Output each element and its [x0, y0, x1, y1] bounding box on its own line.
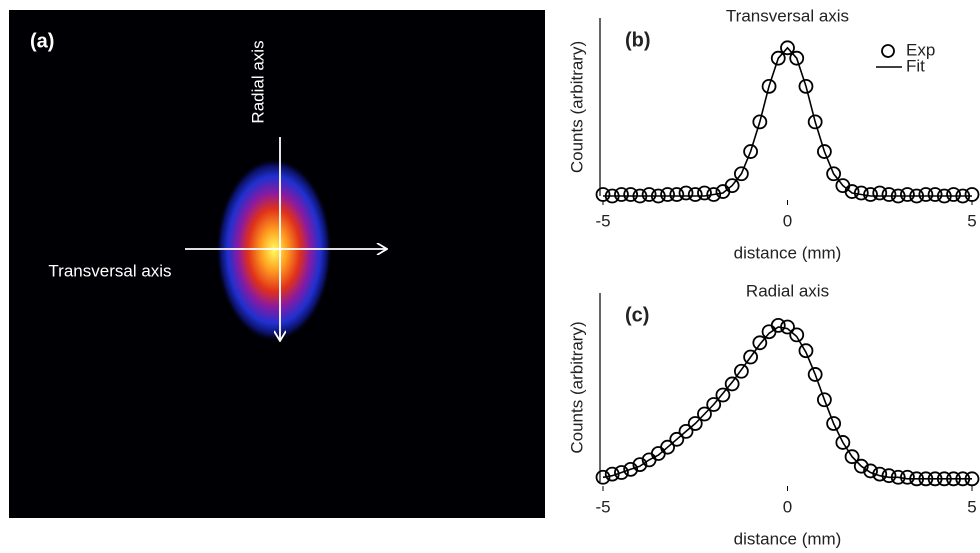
data-point: [614, 465, 629, 480]
panel-label: (c): [625, 304, 649, 326]
data-point: [761, 78, 777, 94]
legend-label: Exp: [906, 40, 935, 59]
data-point: [724, 178, 740, 194]
data-point: [641, 187, 657, 202]
data-point: [660, 187, 675, 202]
panel-label: (b): [625, 29, 651, 51]
data-point: [614, 187, 629, 202]
y-axis-label: Counts (arbitrary): [567, 41, 586, 173]
data-point: [817, 144, 832, 159]
data-point: [724, 376, 740, 392]
legend-label: Fit: [906, 56, 925, 75]
data-point: [770, 50, 786, 66]
x-tick-label: 0: [783, 211, 792, 230]
data-point: [881, 187, 897, 202]
data-point: [743, 349, 758, 365]
legend-marker: [881, 44, 895, 58]
panel-label: (a): [30, 30, 54, 52]
data-point: [733, 166, 749, 182]
data-point: [595, 469, 611, 485]
data-point: [807, 367, 823, 382]
data-point: [687, 187, 703, 202]
data-point: [715, 184, 731, 199]
data-point: [623, 461, 639, 477]
data-point: [946, 187, 961, 202]
data-point: [697, 406, 712, 422]
x-tick-label: 5: [967, 211, 976, 230]
data-point: [918, 187, 934, 202]
data-point: [743, 144, 758, 159]
x-axis-label: distance (mm): [734, 529, 842, 548]
x-axis-label: distance (mm): [734, 243, 842, 262]
data-point: [964, 187, 980, 202]
data-point: [632, 457, 648, 473]
data-point: [687, 416, 703, 431]
data-point: [844, 449, 860, 465]
data-point: [697, 185, 712, 201]
data-point: [669, 187, 685, 202]
data-point: [706, 397, 722, 412]
data-point: [595, 187, 611, 202]
data-point: [660, 439, 675, 455]
data-point: [798, 78, 814, 94]
data-point: [678, 185, 694, 201]
data-point: [844, 184, 860, 199]
data-point: [770, 317, 786, 333]
data-point: [863, 463, 878, 479]
data-point: [789, 327, 805, 343]
data-point: [807, 114, 823, 130]
data-point: [780, 40, 795, 56]
data-point: [927, 187, 943, 202]
data-point: [881, 468, 897, 484]
data-point: [900, 187, 915, 202]
x-tick-label: -5: [595, 497, 610, 516]
radial-label: Radial axis: [248, 40, 267, 123]
x-tick-label: 0: [783, 497, 792, 516]
data-point: [835, 435, 851, 450]
data-point: [706, 187, 722, 202]
data-point: [623, 187, 639, 202]
data-point: [789, 50, 805, 66]
data-point: [715, 387, 731, 403]
data-point: [798, 343, 814, 359]
transversal-label: Transversal axis: [48, 261, 171, 280]
data-point: [826, 416, 842, 431]
chart-title: Transversal axis: [726, 6, 849, 25]
data-point: [853, 458, 869, 474]
data-point: [826, 166, 842, 182]
data-point: [752, 114, 768, 130]
beam-spot: [216, 158, 332, 342]
data-point: [752, 335, 768, 351]
image-panel: (a) Radial axis Transversal axis: [9, 10, 545, 518]
x-tick-label: 5: [967, 497, 976, 516]
y-axis-label: Counts (arbitrary): [567, 321, 586, 453]
data-point: [761, 324, 777, 340]
data-point: [733, 363, 749, 379]
data-point: [817, 392, 832, 408]
fit-line: [603, 46, 972, 197]
x-tick-label: -5: [595, 211, 610, 230]
data-point: [678, 423, 694, 439]
data-point: [669, 431, 685, 447]
chart-title: Radial axis: [746, 281, 829, 300]
data-point: [872, 185, 888, 201]
fit-line: [602, 326, 972, 480]
